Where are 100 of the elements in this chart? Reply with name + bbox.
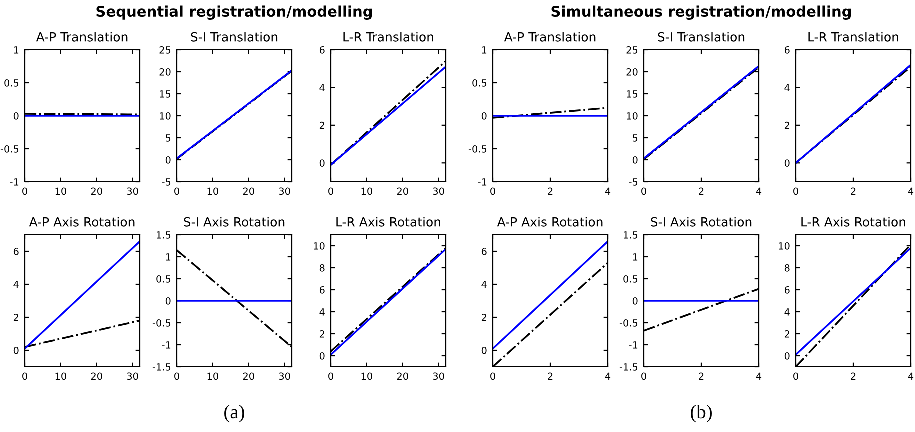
- y-tick-label: -0.5: [152, 319, 171, 327]
- x-tick-label: 2: [851, 188, 856, 195]
- y-tick-label: 4: [784, 84, 790, 92]
- y-tick-label: 4: [14, 281, 19, 288]
- y-tick-label: 2: [14, 314, 18, 322]
- x-tick-label: 4: [605, 188, 611, 195]
- chart-title: S-I Translation: [658, 32, 745, 42]
- y-tick-label: 10: [627, 112, 638, 120]
- y-tick-label: 20: [160, 68, 171, 76]
- y-tick-label: -1: [10, 178, 19, 186]
- x-tick-label: 0: [328, 372, 334, 380]
- y-tick-label: 15: [160, 90, 171, 98]
- x-tick-label: 10: [56, 372, 66, 380]
- x-tick-label: 4: [908, 188, 914, 195]
- x-tick-label: 20: [243, 188, 254, 196]
- chart-title: A-P Translation: [36, 32, 128, 42]
- x-tick-label: 20: [91, 188, 102, 196]
- x-tick-label: 4: [756, 188, 762, 195]
- y-tick-label: 25: [626, 46, 638, 54]
- y-tick-label: 6: [482, 248, 487, 256]
- text: (b): [691, 405, 712, 423]
- x-tick-label: 4: [908, 372, 914, 380]
- y-tick-label: -5: [162, 178, 171, 186]
- y-tick-label: 0.5: [156, 275, 171, 283]
- chart-title: A-P Axis Rotation: [497, 217, 603, 227]
- x-tick-label: 2: [548, 188, 553, 195]
- x-tick-label: 30: [433, 372, 444, 380]
- y-tick-label: 6: [320, 46, 325, 54]
- y-tick-label: 0: [166, 297, 171, 305]
- y-tick-label: 0: [482, 112, 487, 120]
- y-tick-label: 0: [320, 160, 325, 167]
- x-tick-label: 0: [794, 188, 798, 196]
- y-tick-label: -5: [629, 178, 638, 186]
- chart-title: L-R Axis Rotation: [802, 217, 906, 227]
- y-tick-label: 10: [779, 242, 790, 250]
- y-tick-label: 6: [784, 286, 790, 294]
- y-tick-label: 1.5: [624, 232, 638, 239]
- y-tick-label: 0: [784, 352, 790, 360]
- y-tick-label: 2: [784, 122, 790, 130]
- x-tick-label: 10: [208, 372, 218, 380]
- y-tick-label: -1: [162, 342, 171, 349]
- y-tick-label: 1: [14, 46, 19, 54]
- x-tick-label: 30: [127, 372, 138, 380]
- y-tick-label: 5: [166, 134, 171, 142]
- y-tick-label: 4: [482, 281, 487, 288]
- y-tick-label: 2: [320, 122, 324, 130]
- x-tick-label: 2: [548, 372, 553, 380]
- chart-title: A-P Axis Rotation: [29, 217, 135, 227]
- x-tick-label: 20: [91, 372, 102, 380]
- x-tick-label: 20: [243, 372, 254, 380]
- x-tick-label: 4: [756, 372, 762, 380]
- y-tick-label: 6: [320, 286, 325, 294]
- chart-title: A-P Translation: [504, 32, 596, 42]
- x-tick-label: 4: [605, 372, 611, 380]
- y-tick-label: -0.5: [0, 145, 19, 153]
- x-tick-label: 0: [328, 188, 334, 196]
- y-tick-label: 15: [627, 90, 638, 98]
- y-tick-label: -1: [478, 178, 487, 186]
- y-tick-label: -0.5: [468, 145, 487, 153]
- y-tick-label: 10: [314, 242, 325, 250]
- y-tick-label: 0: [482, 346, 487, 354]
- y-tick-label: 8: [320, 264, 325, 272]
- x-tick-label: 20: [397, 372, 408, 380]
- y-tick-label: 0: [320, 352, 325, 360]
- x-tick-label: 0: [174, 372, 180, 380]
- x-tick-label: 10: [208, 188, 218, 196]
- x-tick-label: 0: [490, 188, 496, 196]
- y-tick-label: 0: [14, 112, 19, 120]
- y-tick-label: 1: [166, 254, 171, 261]
- y-tick-label: 0: [14, 346, 19, 354]
- y-tick-label: 1: [482, 46, 487, 54]
- y-tick-label: -1.5: [152, 364, 171, 371]
- y-tick-label: 0.5: [4, 79, 19, 87]
- y-tick-label: 0: [632, 156, 638, 164]
- x-tick-label: 10: [56, 188, 66, 196]
- chart-title: L-R Translation: [808, 32, 898, 42]
- y-tick-label: 2: [784, 330, 790, 338]
- x-tick-label: 0: [174, 188, 180, 196]
- x-tick-label: 2: [851, 372, 856, 380]
- y-tick-label: 0: [166, 156, 171, 164]
- x-tick-label: 2: [699, 372, 704, 380]
- y-tick-label: 0: [632, 297, 638, 305]
- y-tick-label: 0: [784, 160, 790, 167]
- chart-title: L-R Translation: [344, 32, 434, 42]
- y-tick-label: 1.5: [157, 232, 171, 239]
- chart-title: L-R Axis Rotation: [336, 217, 440, 227]
- y-tick-label: 4: [320, 84, 325, 92]
- y-tick-label: 5: [633, 134, 638, 142]
- y-tick-label: 6: [784, 46, 790, 54]
- y-tick-label: 6: [14, 248, 19, 256]
- y-tick-label: 20: [626, 68, 638, 76]
- x-tick-label: 0: [642, 188, 646, 196]
- x-tick-label: 10: [362, 372, 372, 380]
- x-tick-label: 10: [362, 188, 372, 196]
- y-tick-label: -0.5: [620, 319, 638, 327]
- x-tick-label: 30: [279, 372, 290, 380]
- x-tick-label: 30: [433, 188, 444, 196]
- y-tick-label: 10: [160, 112, 171, 120]
- x-tick-label: 30: [279, 188, 290, 196]
- x-tick-label: 0: [794, 372, 798, 380]
